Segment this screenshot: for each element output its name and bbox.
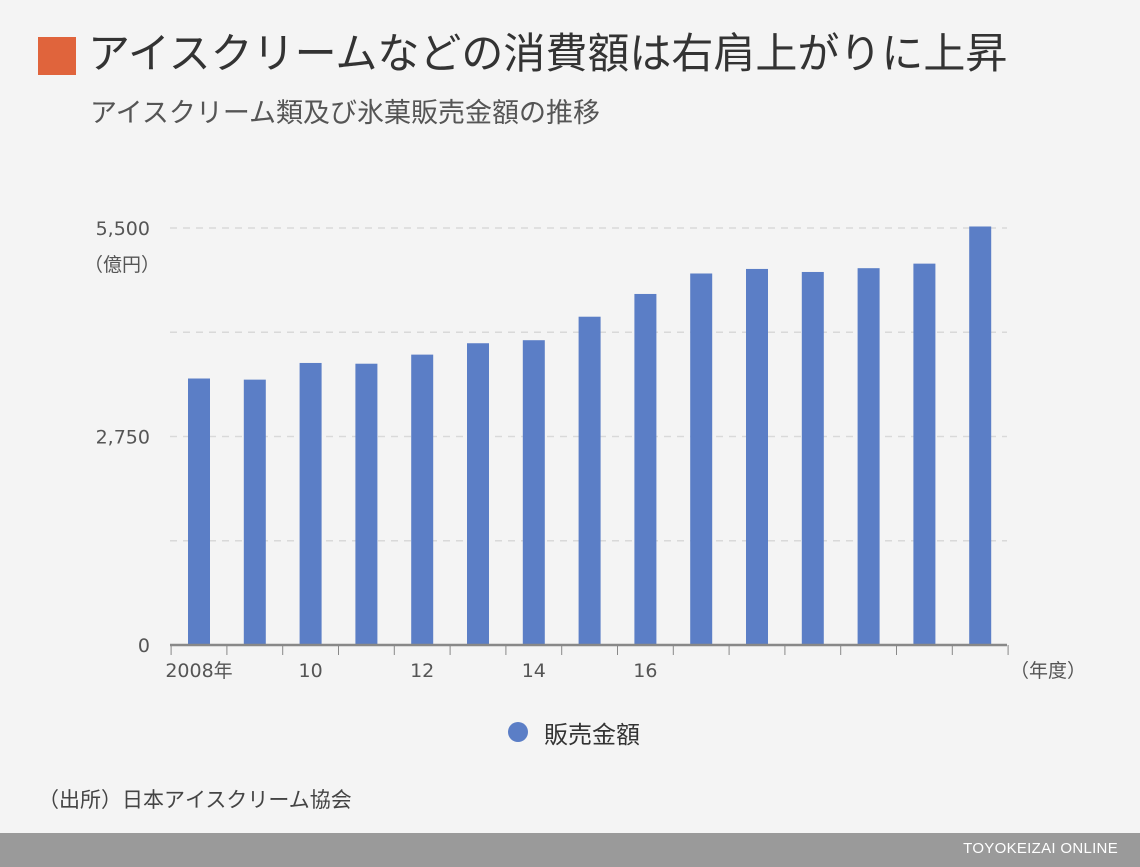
title-marker bbox=[38, 37, 76, 75]
bar-9 bbox=[634, 293, 657, 645]
bar-8 bbox=[578, 316, 601, 645]
y-tick-label: 2,750 bbox=[96, 427, 150, 449]
bar-13 bbox=[857, 268, 880, 645]
x-tick-label: 2008年 bbox=[165, 660, 232, 682]
bar-15 bbox=[969, 226, 992, 645]
y-tick-label: 0 bbox=[138, 635, 150, 657]
bar-2 bbox=[243, 379, 266, 645]
bar-11 bbox=[746, 268, 768, 645]
legend-label: 販売金額 bbox=[544, 720, 640, 749]
bar-chart: 0 2,750 5,500 （億円） 2008年 10 12 14 16 （年度） bbox=[84, 218, 1086, 682]
bar-4 bbox=[355, 363, 378, 645]
bar-6 bbox=[467, 343, 489, 645]
x-axis-unit: （年度） bbox=[1010, 660, 1086, 682]
legend-marker bbox=[508, 722, 528, 742]
x-tick-label: 12 bbox=[410, 660, 434, 682]
bar-14 bbox=[913, 263, 936, 645]
bar-12 bbox=[801, 271, 824, 645]
bar-3 bbox=[299, 362, 322, 645]
footer-brand: TOYOKEIZAI ONLINE bbox=[963, 840, 1118, 857]
y-tick-label: 5,500 bbox=[96, 218, 150, 240]
source-note: （出所）日本アイスクリーム協会 bbox=[38, 788, 352, 812]
footer-bar: TOYOKEIZAI ONLINE bbox=[0, 833, 1140, 867]
chart-title: アイスクリームなどの消費額は右肩上がりに上昇 bbox=[88, 29, 1008, 78]
y-axis-unit: （億円） bbox=[84, 254, 160, 276]
bar-1 bbox=[188, 378, 210, 645]
bar-5 bbox=[411, 354, 434, 645]
x-tick-label: 14 bbox=[522, 660, 546, 682]
chart-subtitle: アイスクリーム類及び氷菓販売金額の推移 bbox=[90, 98, 601, 129]
legend: 販売金額 bbox=[508, 714, 640, 750]
bar-10 bbox=[690, 273, 713, 645]
x-tick-label: 16 bbox=[633, 660, 657, 682]
bar-7 bbox=[522, 340, 545, 645]
x-tick-label: 10 bbox=[299, 660, 323, 682]
